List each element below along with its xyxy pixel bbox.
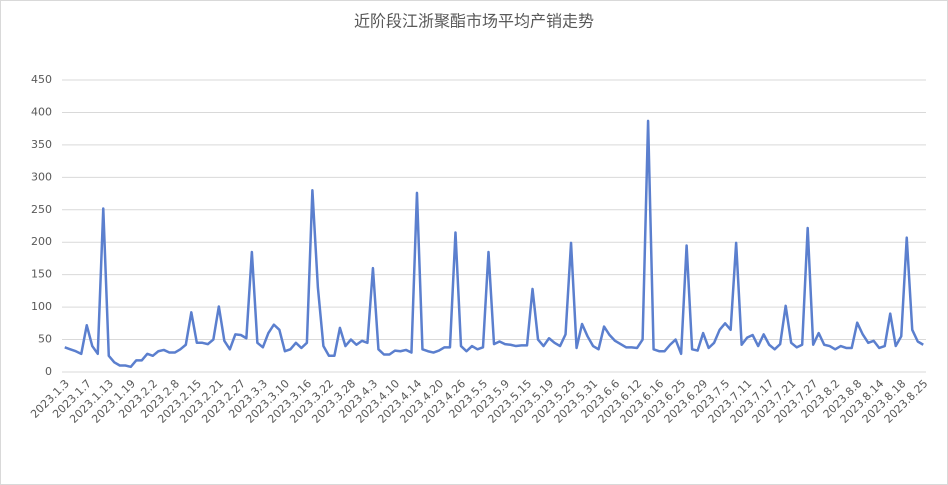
series-line [64, 119, 924, 369]
y-tick-label: 150 [31, 268, 52, 281]
y-tick-label: 200 [31, 235, 52, 248]
y-tick-label: 400 [31, 105, 52, 118]
y-tick-label: 450 [31, 73, 52, 86]
y-tick-label: 250 [31, 203, 52, 216]
y-tick-label: 50 [38, 333, 52, 346]
y-tick-label: 0 [45, 365, 52, 378]
y-tick-label: 350 [31, 138, 52, 151]
y-tick-label: 100 [31, 300, 52, 313]
y-tick-label: 300 [31, 170, 52, 183]
chart-title: 近阶段江浙聚酯市场平均产销走势 [354, 12, 594, 31]
